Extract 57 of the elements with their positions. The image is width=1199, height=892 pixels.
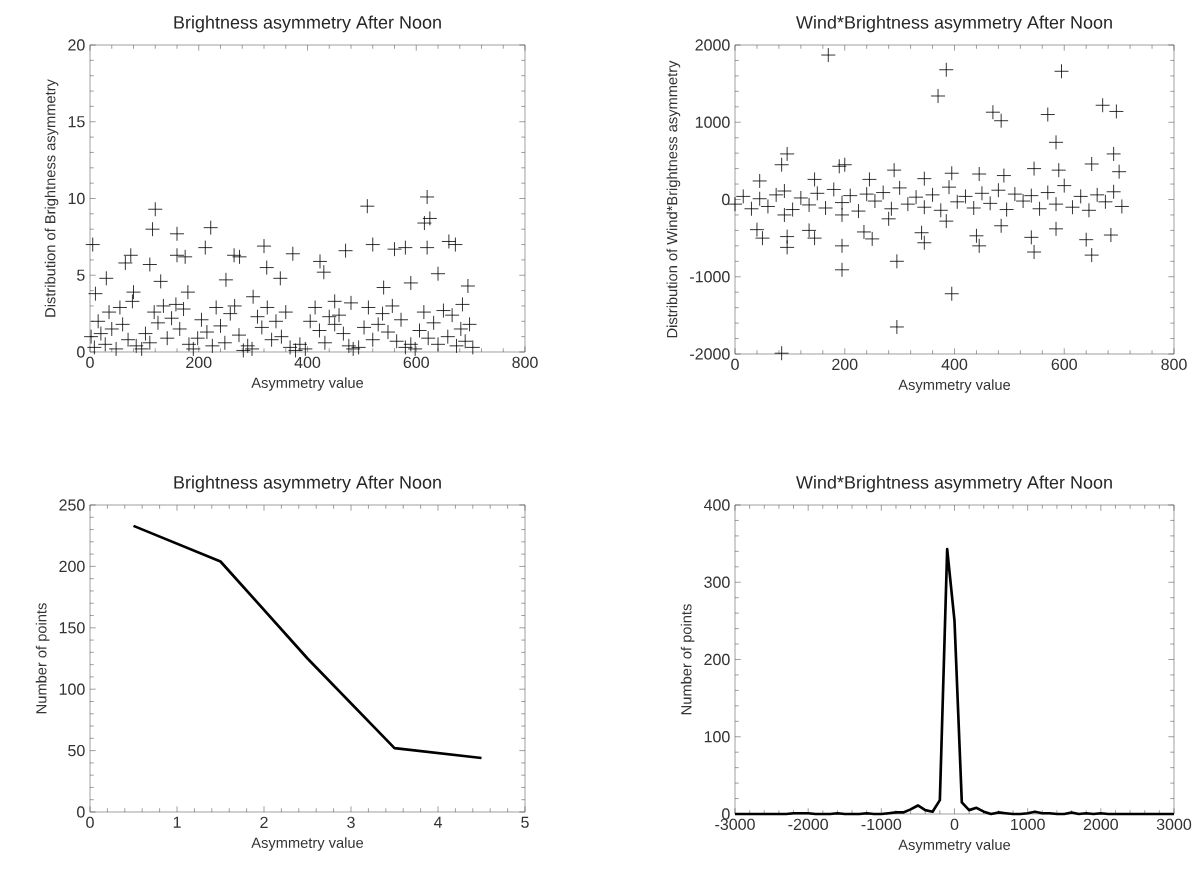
y-tick-label: 0 bbox=[722, 808, 730, 820]
x-axis-title: Asymmetry value bbox=[251, 837, 364, 851]
y-tick-label: 100 bbox=[704, 731, 730, 743]
y-tick-label: 100 bbox=[59, 683, 85, 695]
y-tick-label: -1000 bbox=[690, 271, 730, 283]
y-tick-label: 0 bbox=[77, 346, 85, 358]
chart-title: Wind*Brightness asymmetry After Noon bbox=[796, 475, 1112, 493]
y-axis-title: Distribution of Wind*Brightness asymmetry bbox=[666, 60, 681, 338]
y-tick-label: 200 bbox=[59, 560, 85, 573]
x-tick-label: 800 bbox=[512, 356, 538, 369]
y-tick-label: 300 bbox=[704, 576, 730, 588]
y-tick-label: 15 bbox=[68, 116, 85, 128]
x-tick-label: 1 bbox=[173, 816, 181, 828]
x-axis-title: Asymmetry value bbox=[898, 379, 1011, 393]
x-tick-label: 0 bbox=[86, 356, 94, 369]
x-tick-label: -1000 bbox=[861, 818, 902, 831]
y-tick-label: 250 bbox=[59, 499, 85, 511]
x-tick-label: 0 bbox=[731, 358, 739, 371]
x-tick-label: 400 bbox=[941, 358, 968, 371]
y-tick-label: 200 bbox=[704, 653, 730, 666]
y-tick-label: 400 bbox=[703, 499, 730, 511]
y-tick-label: 0 bbox=[77, 806, 85, 818]
y-axis-title: Number of points bbox=[680, 604, 695, 715]
y-axis-title: Distribution of Brightness asymmetry bbox=[44, 79, 59, 317]
x-tick-label: 2 bbox=[260, 816, 268, 828]
x-tick-label: 0 bbox=[950, 818, 959, 831]
x-tick-label: 3 bbox=[347, 816, 355, 829]
chart-title: Wind*Brightness asymmetry After Noon bbox=[796, 15, 1112, 33]
y-tick-label: 150 bbox=[59, 622, 85, 634]
y-tick-label: 20 bbox=[68, 39, 85, 51]
y-tick-label: 50 bbox=[68, 744, 85, 757]
chart-title: Brightness asymmetry After Noon bbox=[174, 475, 441, 493]
x-axis-title: Asymmetry value bbox=[898, 839, 1011, 853]
y-tick-label: 0 bbox=[722, 193, 730, 206]
line-series bbox=[132, 524, 483, 760]
x-tick-label: -3000 bbox=[715, 818, 755, 831]
x-tick-label: 2000 bbox=[1083, 818, 1118, 831]
x-tick-label: 1000 bbox=[1011, 818, 1045, 831]
x-tick-label: 4 bbox=[433, 816, 442, 828]
x-tick-label: 3000 bbox=[1156, 818, 1192, 831]
x-tick-label: 400 bbox=[294, 356, 321, 369]
y-tick-label: 1000 bbox=[695, 116, 730, 128]
x-tick-label: 0 bbox=[86, 816, 94, 829]
x-tick-label: -2000 bbox=[788, 818, 829, 831]
x-tick-label: 200 bbox=[186, 356, 212, 369]
y-tick-label: 10 bbox=[68, 192, 85, 205]
y-axis-title: Number of points bbox=[35, 603, 50, 714]
x-axis-title: Asymmetry value bbox=[251, 377, 364, 391]
y-tick-label: 5 bbox=[77, 269, 85, 281]
x-tick-label: 200 bbox=[832, 358, 858, 371]
y-tick-label: -2000 bbox=[690, 348, 730, 360]
y-tick-label: 2000 bbox=[695, 39, 730, 51]
x-tick-label: 600 bbox=[1051, 358, 1077, 371]
x-tick-label: 800 bbox=[1161, 358, 1187, 371]
chart-title: Brightness asymmetry After Noon bbox=[174, 15, 441, 33]
x-tick-label: 600 bbox=[403, 356, 429, 369]
x-tick-label: 5 bbox=[521, 816, 529, 828]
